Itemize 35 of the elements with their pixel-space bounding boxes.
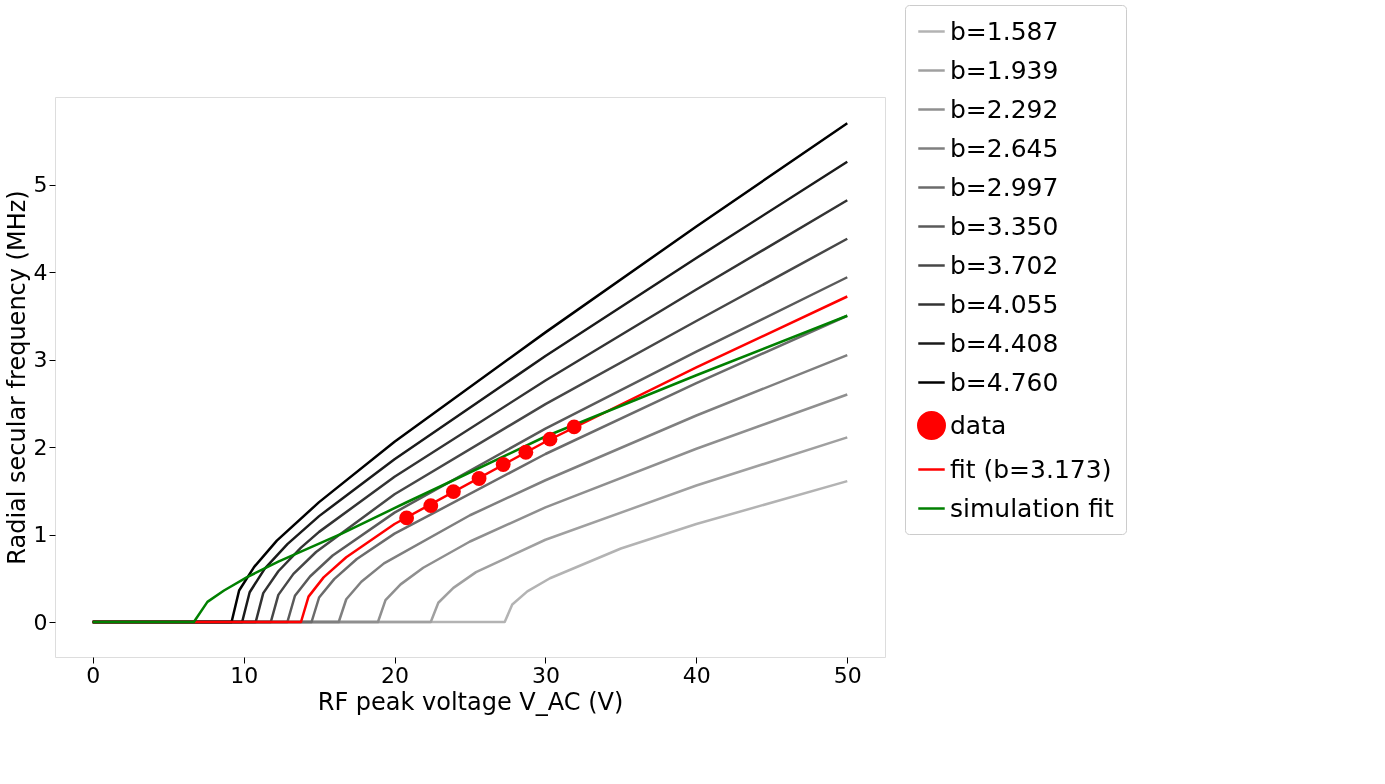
point [542, 431, 558, 447]
y-tick-label: 4 [33, 259, 48, 285]
y-axis-title: Radial secular frequency (MHz) [2, 190, 31, 565]
point [495, 457, 511, 472]
x-tick-label: 10 [230, 662, 259, 688]
y-tick-label: 2 [33, 434, 48, 460]
legend-label: b=3.702 [950, 250, 1059, 280]
x-tick-label: 40 [682, 662, 711, 688]
x-tick-label: 20 [381, 662, 410, 688]
x-axis-title: RF peak voltage V_AC (V) [317, 687, 624, 716]
point [518, 444, 534, 460]
point [471, 471, 487, 486]
x-tick-label: 0 [86, 662, 101, 688]
y-tick-label: 3 [33, 347, 48, 372]
x-tick-label: 30 [531, 662, 560, 688]
legend-label: simulation fit [950, 493, 1115, 523]
legend-label: b=2.997 [950, 172, 1059, 202]
legend-label: b=4.055 [950, 289, 1059, 319]
legend-label: b=1.939 [950, 55, 1059, 85]
legend-label: b=2.292 [950, 94, 1059, 124]
point [423, 498, 439, 514]
legend-label: data [950, 410, 1007, 440]
point [445, 484, 461, 500]
y-tick-label: 5 [33, 172, 48, 197]
legend-label: b=4.408 [950, 328, 1059, 358]
point [566, 419, 582, 435]
legend-label: b=2.645 [950, 133, 1059, 163]
legend-label: b=3.350 [950, 211, 1059, 241]
x-tick-label: 50 [833, 662, 862, 688]
y-tick-label: 0 [33, 609, 48, 635]
legend-label: b=1.587 [950, 16, 1059, 46]
legend-label: b=4.760 [950, 367, 1059, 397]
y-tick-label: 1 [33, 522, 48, 547]
point [399, 510, 415, 526]
legend-label: fit (b=3.173) [950, 454, 1112, 484]
